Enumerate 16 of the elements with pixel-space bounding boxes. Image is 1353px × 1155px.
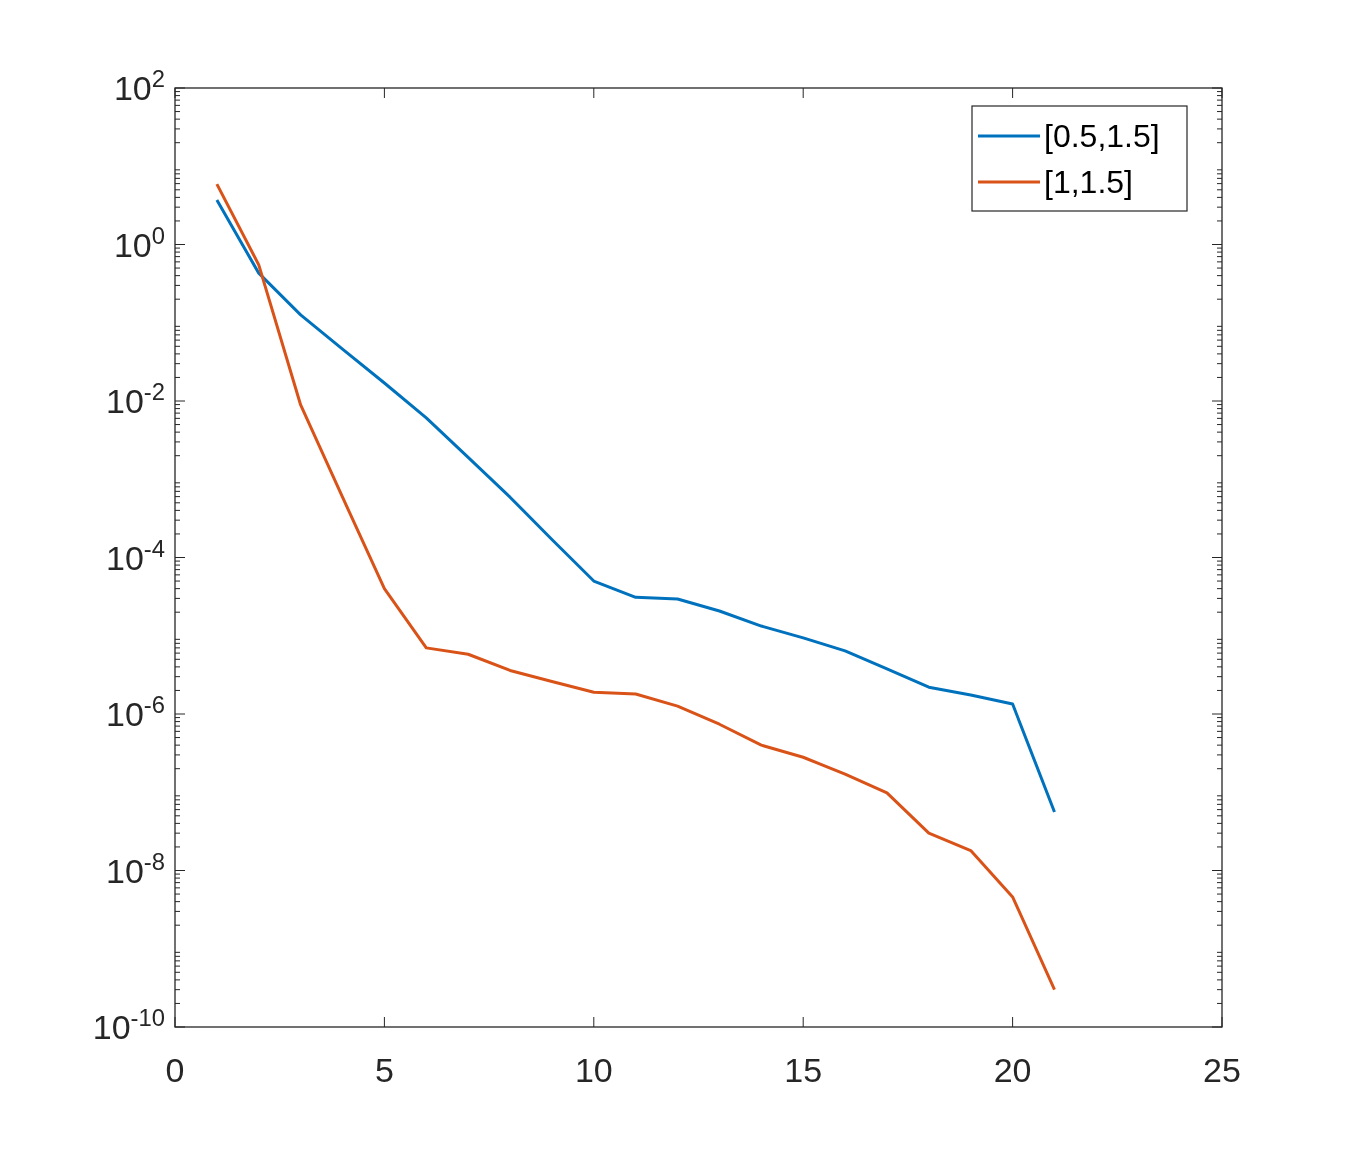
y-tick-label: 10$^{-2}$ — [106, 377, 165, 420]
x-tick-label: 10 — [574, 1051, 613, 1089]
y-tick-label: 10$^{0}$ — [113, 221, 165, 264]
legend-label: [1,1.5] — [1044, 164, 1133, 200]
y-tick-label: 10$^{2}$ — [113, 64, 165, 107]
line-series — [215, 198, 1056, 814]
x-tick-label: 15 — [784, 1051, 823, 1089]
y-tick-label: 10$^{-4}$ — [106, 534, 165, 577]
x-tick-label: 20 — [993, 1051, 1032, 1089]
x-tick-label: 5 — [374, 1051, 394, 1089]
y-tick-label: 10$^{-8}$ — [106, 847, 165, 890]
y-tick-label: 10$^{-6}$ — [106, 690, 165, 733]
x-tick-label: 0 — [165, 1051, 185, 1089]
x-tick-label: 25 — [1203, 1051, 1241, 1089]
legend-label: [0.5,1.5] — [1044, 118, 1160, 154]
y-tick-label: 10$^{-10}$ — [92, 1003, 165, 1046]
